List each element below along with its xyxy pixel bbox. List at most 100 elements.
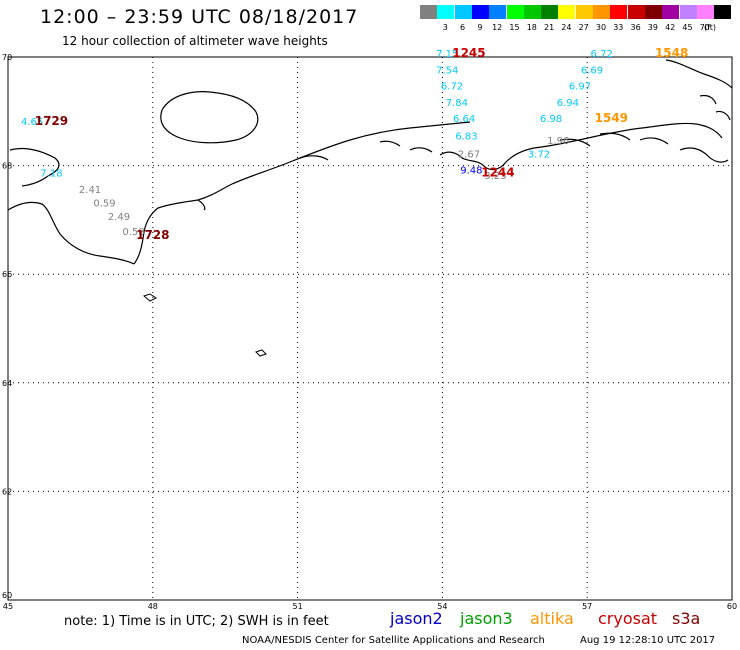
scale-swatch <box>593 5 610 19</box>
scale-label: 27 <box>578 23 589 32</box>
longitude-tick-label: 54 <box>437 602 447 611</box>
credit-line: NOAA/NESDIS Center for Satellite Applica… <box>242 635 545 646</box>
coastline <box>715 110 731 121</box>
coastline <box>133 183 233 265</box>
scale-label: 70 <box>699 23 710 32</box>
islet-outline <box>142 293 157 302</box>
scale-label: 42 <box>665 23 676 32</box>
coastline <box>639 137 669 145</box>
coastline <box>665 59 733 89</box>
longitude-tick-label: 57 <box>582 602 592 611</box>
coastline <box>299 155 329 161</box>
scale-swatch <box>541 5 559 19</box>
footnote: note: 1) Time is in UTC; 2) SWH is in fe… <box>64 614 329 629</box>
coastline <box>409 147 433 153</box>
coastline <box>599 132 631 141</box>
wave-height-value: 7.54 <box>436 65 458 76</box>
scale-label: 33 <box>613 23 624 32</box>
wave-height-value: 6.83 <box>455 132 477 143</box>
coastline <box>197 199 206 211</box>
coastline <box>439 147 535 171</box>
wave-height-value: 6.64 <box>453 114 475 125</box>
scale-swatch <box>575 5 593 19</box>
latitude-tick-label: 68 <box>2 162 12 171</box>
pass-time-label: 1548 <box>655 46 688 60</box>
pass-time-label: 1549 <box>595 111 628 125</box>
latitude-tick-label: 60 <box>2 591 12 600</box>
wave-height-value: 7.84 <box>446 98 468 109</box>
wave-height-value: 0.59 <box>93 198 115 209</box>
wave-height-value: 6.72 <box>591 49 613 60</box>
coastline <box>9 147 60 187</box>
longitude-tick-label: 48 <box>148 602 158 611</box>
scale-swatch <box>644 5 662 19</box>
scale-label: 15 <box>509 23 520 32</box>
wave-height-value: 2.41 <box>79 185 101 196</box>
scale-label: 36 <box>630 23 641 32</box>
wave-height-value: 7.18 <box>40 168 62 179</box>
coastline <box>679 147 729 163</box>
scale-swatch <box>610 5 628 19</box>
wave-height-value: 7.15 <box>436 49 458 60</box>
coastline <box>533 122 723 149</box>
scale-swatch <box>696 5 714 19</box>
wave-height-value: 3.25 <box>484 171 506 182</box>
map-frame <box>7 56 733 601</box>
scale-label: 18 <box>526 23 537 32</box>
coastline <box>699 94 717 105</box>
wave-height-value: 0.58 <box>122 227 144 238</box>
wave-height-value: 2.49 <box>108 212 130 223</box>
scale-label: 3 <box>442 23 448 32</box>
pass-time-label: 1728 <box>136 228 169 242</box>
latitude-tick-label: 62 <box>2 487 12 496</box>
mission-altika: altika <box>530 609 574 628</box>
wave-height-value: 2.67 <box>458 149 480 160</box>
scale-label: 9 <box>477 23 483 32</box>
wave-height-value: 6.97 <box>569 82 591 93</box>
scale-swatch <box>662 5 680 19</box>
longitude-tick-label: 51 <box>293 602 303 611</box>
coastline <box>231 121 471 185</box>
coastline <box>379 140 401 147</box>
scale-label: 39 <box>647 23 658 32</box>
scale-swatch <box>714 5 732 19</box>
wave-height-value: 6.69 <box>581 65 603 76</box>
scale-label: 6 <box>460 23 466 32</box>
wave-height-value: 6.72 <box>441 82 463 93</box>
pass-time-label: 1244 <box>481 165 514 179</box>
scale-swatch <box>506 5 524 19</box>
wave-height-value: 9.48 <box>460 166 482 177</box>
scale-swatch <box>471 5 489 19</box>
latitude-tick-label: 70 <box>2 53 12 62</box>
scale-label: 12 <box>492 23 503 32</box>
longitude-tick-label: 60 <box>727 602 737 611</box>
scale-swatch <box>627 5 645 19</box>
scale-label: 30 <box>595 23 607 32</box>
scale-swatch <box>489 5 507 19</box>
latitude-tick-label: 64 <box>2 379 12 388</box>
scale-swatch <box>523 5 541 19</box>
wave-height-value: 4.65 <box>21 117 43 128</box>
scale-swatch <box>420 5 437 19</box>
scale-label: 24 <box>561 23 572 32</box>
mission-jason2: jason2 <box>390 609 443 628</box>
mission-jason3: jason3 <box>460 609 513 628</box>
page-title: 12:00 – 23:59 UTC 08/18/2017 <box>40 6 359 28</box>
pass-time-label: 1729 <box>35 114 68 128</box>
islet-outline <box>255 349 267 357</box>
longitude-tick-label: 45 <box>3 602 13 611</box>
wave-height-value: 6.94 <box>557 98 579 109</box>
scale-swatch <box>437 5 455 19</box>
island-outline <box>160 91 259 144</box>
latitude-tick-label: 66 <box>2 270 12 279</box>
coastline <box>559 138 591 147</box>
scale-unit: (ft) <box>704 23 717 32</box>
page-subtitle: 12 hour collection of altimeter wave hei… <box>62 34 328 48</box>
wave-height-value: 3.72 <box>528 149 550 160</box>
coastline <box>7 201 135 265</box>
mission-s3a: s3a <box>672 609 701 628</box>
wave-height-value: 6.98 <box>540 114 562 125</box>
scale-swatch <box>679 5 697 19</box>
mission-cryosat: cryosat <box>598 609 658 628</box>
